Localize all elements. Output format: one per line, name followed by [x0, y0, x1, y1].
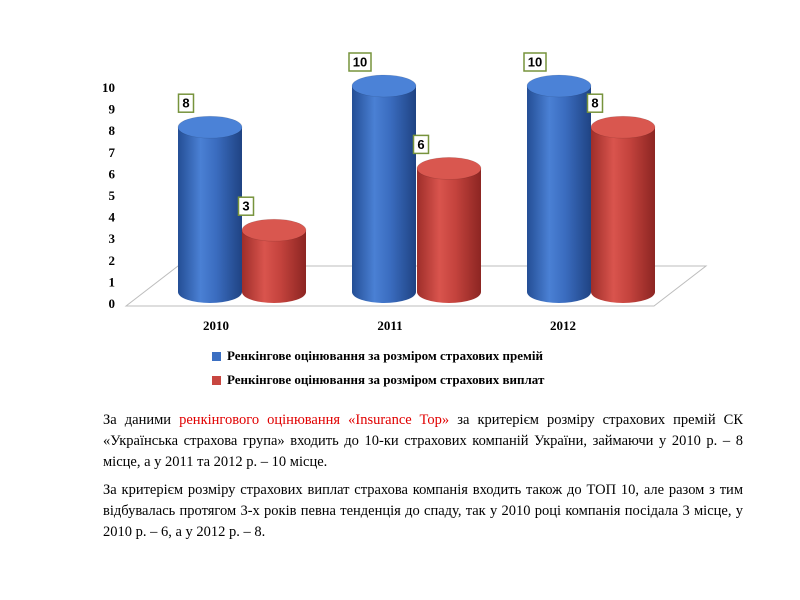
y-tick-label: 9 [109, 102, 116, 117]
legend-label-payments: Ренкінгове оцінювання за розміром страхо… [227, 372, 545, 387]
bar-chart: 0 1 2 3 4 5 6 7 8 9 10 8 10 10 3 6 8 2010 2011 2012 [102, 52, 708, 333]
legend-item-payments: Ренкінгове оцінювання за розміром страхо… [212, 368, 544, 392]
ranking-highlight: ренкінгового оцінювання «Insurance Top» [179, 412, 450, 428]
y-tick-label: 4 [109, 210, 116, 225]
y-axis: 0 1 2 3 4 5 6 7 8 9 10 [102, 80, 116, 311]
bars: 8 10 10 3 6 8 [177, 52, 656, 303]
x-axis: 2010 2011 2012 [203, 318, 576, 333]
data-label: 10 [353, 55, 367, 70]
bar-body [242, 230, 306, 303]
bar-2012-premiums: 10 [523, 52, 592, 303]
data-label: 8 [591, 96, 598, 111]
x-tick-label: 2011 [377, 318, 402, 333]
data-label-box [348, 52, 372, 72]
bar-body [178, 127, 242, 303]
data-label: 8 [182, 96, 189, 111]
y-tick-label: 5 [109, 188, 116, 203]
bar-body [591, 127, 655, 303]
legend-item-premiums: Ренкінгове оцінювання за розміром страхо… [212, 344, 544, 368]
paragraph-payments: За критерієм розміру страхових виплат ст… [103, 482, 743, 540]
bar-body [527, 86, 591, 303]
legend: Ренкінгове оцінювання за розміром страхо… [212, 344, 544, 392]
bar-body [417, 168, 481, 303]
legend-swatch-payments [212, 375, 221, 385]
legend-label-premiums: Ренкінгове оцінювання за розміром страхо… [227, 348, 543, 363]
data-label-box [177, 93, 195, 113]
y-tick-label: 0 [109, 296, 116, 311]
x-tick-label: 2012 [550, 318, 576, 333]
bar-2011-payments: 6 [412, 134, 482, 303]
y-tick-label: 6 [109, 166, 116, 181]
y-tick-label: 3 [109, 231, 116, 246]
legend-swatch-premiums [212, 351, 221, 361]
bar-top [177, 115, 243, 139]
y-tick-label: 7 [109, 145, 116, 160]
data-label: 10 [528, 55, 542, 70]
y-tick-label: 10 [102, 80, 115, 95]
data-label-box [237, 196, 255, 216]
bar-2010-payments: 3 [237, 196, 307, 303]
y-tick-label: 8 [109, 123, 116, 138]
bar-top [351, 74, 417, 98]
x-tick-label: 2010 [203, 318, 229, 333]
bar-body [352, 86, 416, 303]
y-tick-label: 2 [109, 253, 116, 268]
data-label: 6 [417, 137, 424, 152]
data-label-box [412, 134, 430, 155]
data-label-box [523, 52, 547, 72]
bar-2011-premiums: 10 [348, 52, 417, 303]
paragraph-premiums-end: за критерієм розміру страхових премій СК… [103, 412, 743, 470]
paragraph-premiums-start: За даними [103, 412, 180, 428]
bar-top [526, 74, 592, 98]
bar-top [590, 115, 656, 139]
data-label: 3 [242, 199, 249, 214]
bar-top [241, 218, 307, 242]
bar-2010-premiums: 8 [177, 93, 243, 303]
data-label-box [586, 93, 604, 113]
paragraph-premiums: За даними ренкінгового оцінювання «Insur… [103, 410, 743, 473]
bar-2012-payments: 8 [586, 93, 656, 303]
y-tick-label: 1 [109, 274, 116, 289]
bar-top [416, 157, 482, 180]
